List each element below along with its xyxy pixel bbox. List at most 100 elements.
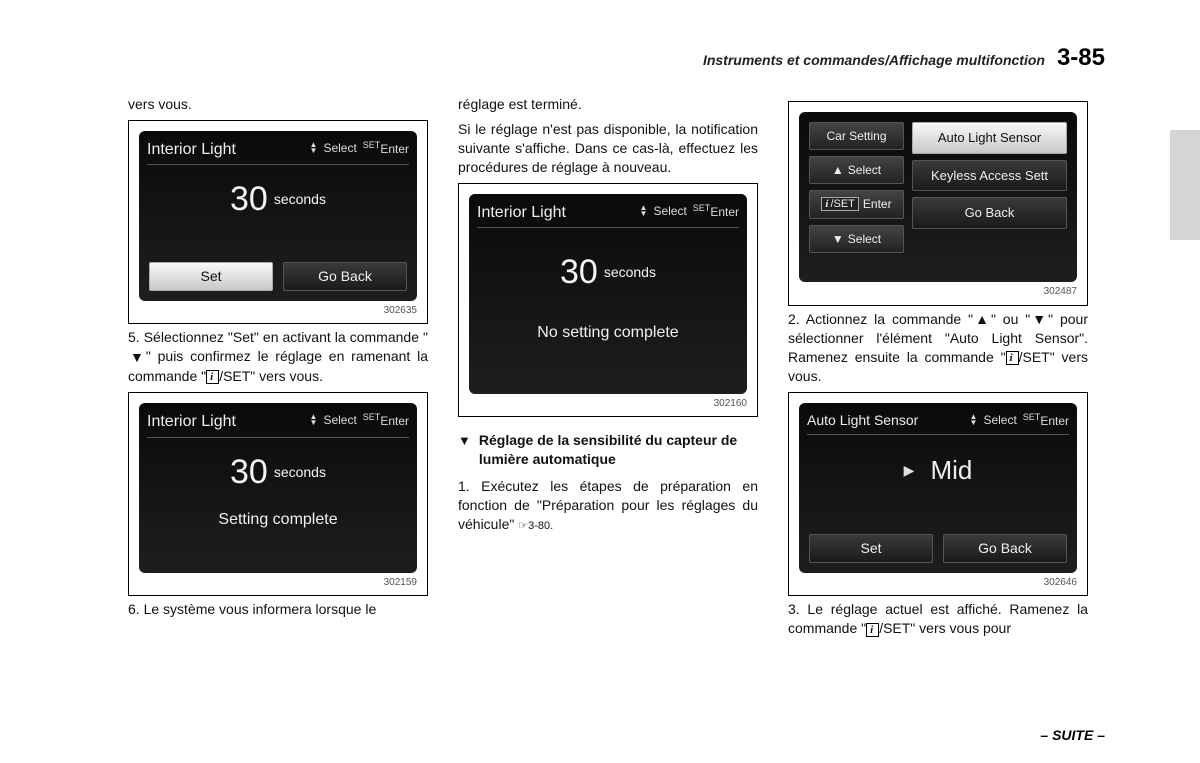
fig1-center: 30 seconds [147, 177, 409, 223]
fig5-enter-label: Enter [1040, 414, 1069, 428]
fig5-screen: Auto Light Sensor ▲▼ Select SETEnter ▶ M… [799, 403, 1077, 573]
fig4-car-setting: Car Setting [809, 122, 904, 150]
section-title: Instruments et commandes/Affichage multi… [703, 52, 1045, 68]
fig4-screen: Car Setting ▲Select i/SETEnter ▼Select A… [799, 112, 1077, 282]
fig1-set-button[interactable]: Set [149, 262, 273, 291]
fig4-select-down: ▼Select [809, 225, 904, 253]
info-set-icon: i [866, 623, 879, 637]
info-set-icon: i [1006, 351, 1019, 365]
fig5-buttons: Set Go Back [809, 534, 1067, 563]
fig3-header: Interior Light ▲▼ Select SETEnter [477, 202, 739, 229]
fig4-left-col: Car Setting ▲Select i/SETEnter ▼Select [809, 122, 904, 272]
fig1-select-label: Select [323, 140, 356, 156]
page-header: Instruments et commandes/Affichage multi… [703, 44, 1105, 72]
fig1-header: Interior Light ▲▼ Select SETEnter [147, 139, 409, 166]
fig3-box: Interior Light ▲▼ Select SETEnter 30 seco… [458, 183, 758, 418]
fig2-screen: Interior Light ▲▼ Select SETEnter 30seco… [139, 403, 417, 573]
step2b: " ou " [991, 311, 1030, 327]
fig2-set-sup: SET [363, 412, 381, 422]
subhead-marker-icon: ▼ [458, 432, 471, 469]
fig1-right-labels: ▲▼ Select SETEnter [310, 139, 409, 157]
fig4-select-up: ▲Select [809, 156, 904, 184]
fig2-value: 30 [230, 450, 268, 496]
fig4-enter-label: Enter [863, 196, 892, 212]
down-triangle-icon: ▼ [130, 348, 144, 367]
fig3-set-sup: SET [693, 203, 711, 213]
fig1-value: 30 [230, 177, 268, 223]
up-triangle-icon: ▲ [832, 162, 844, 178]
fig2-number: 302159 [139, 576, 417, 590]
page-number: 3-85 [1057, 44, 1105, 72]
col2-line1: réglage est terminé. [458, 95, 758, 114]
fig4-number: 302487 [799, 285, 1077, 299]
fig4-enter: i/SET Enter [809, 190, 904, 218]
step5c: /SET" vers vous. [219, 368, 323, 384]
fig4-right-col: Auto Light Sensor Keyless Access Sett Go… [912, 122, 1067, 272]
fig2-select-label: Select [323, 412, 356, 428]
down-triangle-icon: ▼ [832, 231, 844, 247]
subhead-text: Réglage de la sensibilité du capteur de … [479, 431, 758, 469]
fig3-value: 30 [560, 250, 598, 296]
info-set-icon: i/SET [821, 197, 859, 211]
fig2-enter-label: Enter [380, 414, 409, 428]
fig3-number: 302160 [469, 397, 747, 411]
fig5-header: Auto Light Sensor ▲▼ Select SETEnter [807, 411, 1069, 435]
step3b: /SET" vers vous pour [879, 620, 1011, 636]
column-2: réglage est terminé. Si le réglage n'est… [458, 95, 758, 644]
col1-intro: vers vous. [128, 95, 428, 114]
down-triangle-icon: ▼ [1032, 310, 1046, 329]
fig2-header: Interior Light ▲▼ Select SETEnter [147, 411, 409, 438]
step2-text: 2. Actionnez la commande "▲" ou "▼" pour… [788, 310, 1088, 386]
col2-para2: Si le réglage n'est pas disponible, la n… [458, 120, 758, 177]
fig3-enter-label: Enter [710, 205, 739, 219]
subheading: ▼ Réglage de la sensibilité du capteur d… [458, 431, 758, 469]
fig4-opt2[interactable]: Keyless Access Sett [912, 160, 1067, 192]
fig4-select-up-label: Select [848, 162, 881, 178]
fig1-box: Interior Light ▲▼ Select SETEnter 30 seco… [128, 120, 428, 325]
updown-icon: ▲▼ [310, 414, 318, 426]
fig4-opt3[interactable]: Go Back [912, 197, 1067, 229]
step5a: 5. Sélectionnez "Set" en activant la com… [128, 329, 428, 345]
fig3-unit: seconds [604, 264, 656, 280]
step1-ref: ☞3-80. [518, 520, 553, 532]
fig5-back-button[interactable]: Go Back [943, 534, 1067, 563]
fig4-enter-pre: /SET [830, 197, 854, 212]
fig1-back-button[interactable]: Go Back [283, 262, 407, 291]
column-3: Car Setting ▲Select i/SETEnter ▼Select A… [788, 95, 1088, 644]
fig5-select-label: Select [983, 412, 1016, 428]
fig4-select-down-label: Select [848, 231, 881, 247]
fig5-number: 302646 [799, 576, 1077, 590]
fig5-title: Auto Light Sensor [807, 411, 918, 430]
step5-text: 5. Sélectionnez "Set" en activant la com… [128, 328, 428, 386]
fig1-title: Interior Light [147, 139, 236, 161]
side-tab [1170, 130, 1200, 240]
updown-icon: ▲▼ [640, 205, 648, 217]
fig3-select-label: Select [653, 203, 686, 219]
fig5-set-sup: SET [1023, 412, 1041, 422]
fig2-right-labels: ▲▼ Select SETEnter [310, 411, 409, 429]
fig4-box: Car Setting ▲Select i/SETEnter ▼Select A… [788, 101, 1088, 306]
up-triangle-icon: ▲ [975, 310, 989, 329]
fig1-unit: seconds [274, 191, 326, 207]
play-triangle-icon: ▶ [904, 461, 915, 480]
fig1-number: 302635 [139, 304, 417, 318]
step3-text: 3. Le réglage actuel est affiché. Ramene… [788, 600, 1088, 638]
step6-text: 6. Le système vous informera lorsque le [128, 600, 428, 619]
fig3-right-labels: ▲▼ Select SETEnter [640, 202, 739, 220]
fig1-set-sup: SET [363, 140, 381, 150]
fig5-right-labels: ▲▼ Select SETEnter [970, 411, 1069, 429]
col2-step1: 1. Exécutez les étapes de préparation en… [458, 477, 758, 534]
updown-icon: ▲▼ [310, 142, 318, 154]
fig3-center: 30 seconds [477, 250, 739, 296]
fig1-screen: Interior Light ▲▼ Select SETEnter 30 seco… [139, 131, 417, 301]
fig2-box: Interior Light ▲▼ Select SETEnter 30seco… [128, 392, 428, 597]
fig1-enter-label: Enter [380, 142, 409, 156]
column-1: vers vous. Interior Light ▲▼ Select SETE… [128, 95, 428, 644]
fig5-center: ▶ Mid [807, 453, 1069, 488]
fig4-opt1[interactable]: Auto Light Sensor [912, 122, 1067, 154]
fig5-box: Auto Light Sensor ▲▼ Select SETEnter ▶ M… [788, 392, 1088, 597]
fig5-set-button[interactable]: Set [809, 534, 933, 563]
fig2-msg: Setting complete [147, 509, 409, 531]
fig3-title: Interior Light [477, 202, 566, 224]
info-set-icon: i [206, 370, 219, 384]
